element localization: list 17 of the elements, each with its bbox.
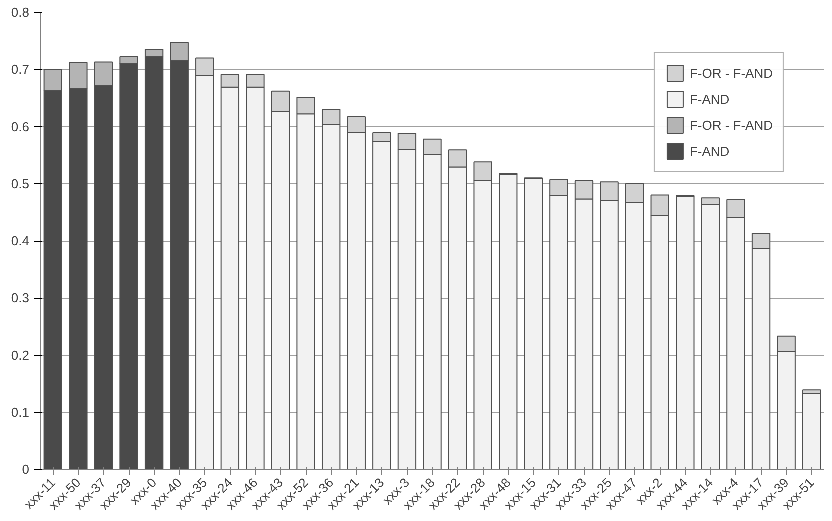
y-tick-label: 0.7 (11, 62, 30, 78)
bar (676, 196, 695, 470)
legend-label: F-AND (690, 144, 730, 158)
y-tick-label: 0 (22, 462, 30, 477)
y-tick-label: 0.1 (11, 404, 30, 420)
legend-label: F-OR - F-AND (690, 118, 773, 132)
y-tick-label: 0.6 (11, 119, 30, 134)
legend-label: F-AND (690, 92, 730, 106)
y-tick-label: 0.8 (11, 5, 30, 20)
bar (802, 393, 822, 470)
y-tick-label: 0.4 (11, 234, 30, 248)
bar (524, 178, 544, 470)
bar (499, 174, 518, 470)
legend-label: F-OR - F-AND (690, 66, 773, 80)
y-tick-label: 0.2 (11, 348, 30, 363)
y-tick-label: 0.5 (11, 176, 30, 192)
y-tick-label: 0.3 (11, 290, 30, 306)
